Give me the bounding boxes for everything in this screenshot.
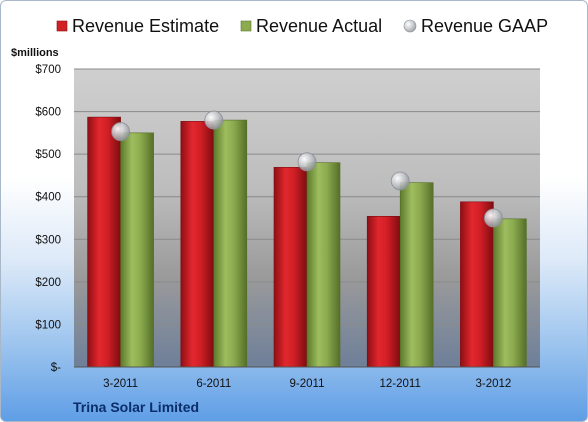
bar-revenue-estimate <box>460 201 494 368</box>
y-tick-label: $600 <box>35 107 61 119</box>
marker-revenue-gaap <box>204 110 224 130</box>
bar-revenue-actual <box>306 162 341 368</box>
x-tick-label: 9-2011 <box>290 378 325 390</box>
marker-revenue-gaap <box>297 152 317 172</box>
y-tick-label: $500 <box>35 149 61 161</box>
legend-label-actual: Revenue Actual <box>256 16 382 36</box>
bar-revenue-actual <box>399 182 434 368</box>
legend-swatch-actual <box>240 20 252 32</box>
marker-revenue-gaap <box>111 122 130 141</box>
legend-label-gaap: Revenue GAAP <box>421 16 548 36</box>
y-tick-label: $300 <box>35 234 61 246</box>
gaap-markers <box>111 110 503 228</box>
legend-swatch-estimate <box>56 20 68 32</box>
x-tick-label: 12-2011 <box>380 378 421 390</box>
bar-revenue-estimate <box>180 121 215 368</box>
x-tick-label: 3-2012 <box>475 378 511 390</box>
bar-revenue-actual <box>213 119 248 368</box>
bar-revenue-estimate <box>366 215 401 368</box>
x-tick-label: 6-2011 <box>196 378 231 390</box>
bar-revenue-estimate <box>273 167 308 368</box>
marker-revenue-gaap <box>483 208 503 228</box>
company-name: Trina Solar Limited <box>73 399 200 415</box>
y-tick-label: $- <box>51 362 61 374</box>
legend-swatch-gaap <box>403 19 417 33</box>
bar-revenue-actual <box>120 132 154 368</box>
marker-revenue-gaap <box>390 171 410 191</box>
x-tick-label: 3-2011 <box>103 378 138 390</box>
y-tick-label: $200 <box>35 277 61 289</box>
legend-label-estimate: Revenue Estimate <box>72 16 219 36</box>
x-axis-ticks: 3-2011 6-2011 9-2011 12-2011 3-2012 <box>103 378 511 390</box>
y-tick-label: $400 <box>35 192 61 204</box>
y-axis-ticks: $- $100 $200 $300 $400 $500 $600 $700 <box>35 64 61 374</box>
y-tick-label: $700 <box>35 64 61 76</box>
y-axis-unit-label: $millions <box>11 47 59 59</box>
bar-revenue-actual <box>493 218 527 368</box>
legend: Revenue Estimate Revenue Actual Revenue … <box>56 16 548 36</box>
y-tick-label: $100 <box>35 319 61 331</box>
bar-revenue-estimate <box>87 116 121 368</box>
